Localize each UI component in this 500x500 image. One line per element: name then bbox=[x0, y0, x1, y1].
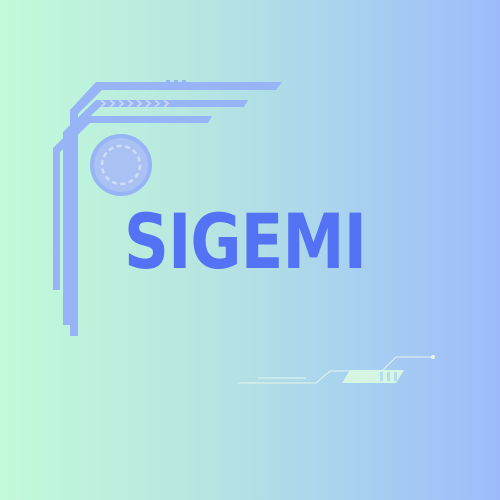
dashed-ring-icon bbox=[90, 134, 152, 196]
logo-wordmark: SIGEMI bbox=[124, 197, 367, 286]
chevron-arrows-icon bbox=[100, 99, 170, 108]
